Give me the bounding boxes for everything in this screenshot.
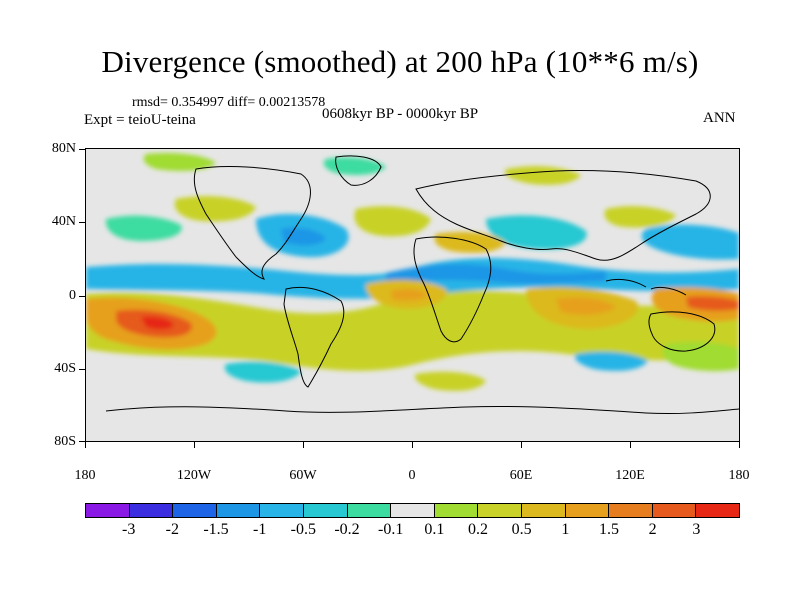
lon-tick-120e bbox=[630, 442, 631, 448]
contour-neg-north-pacific bbox=[105, 215, 182, 241]
colorbar-label-2: -1.5 bbox=[203, 521, 229, 538]
contour-pos-australia-south bbox=[662, 341, 739, 372]
lat-label-40n: 40N bbox=[51, 214, 76, 229]
lon-tick-120w bbox=[194, 442, 195, 448]
contour-pos-atlantic-core bbox=[391, 288, 428, 301]
map-field bbox=[86, 149, 739, 441]
coastlines bbox=[105, 155, 739, 415]
colorbar-label-10: 1 bbox=[561, 521, 570, 538]
colorbar-box-14 bbox=[696, 504, 739, 517]
contour-pos-east-pacific-peak bbox=[141, 316, 174, 330]
colorbar-label-5: -0.2 bbox=[334, 521, 360, 538]
colorbar-label-11: 1.5 bbox=[599, 521, 619, 538]
lon-tick-60w bbox=[303, 442, 304, 448]
lat-label-80s: 80S bbox=[54, 434, 76, 449]
lon-label-180e: 180 bbox=[728, 468, 750, 483]
colorbar-label-3: -1 bbox=[252, 521, 267, 538]
colorbar-box-10 bbox=[521, 504, 566, 517]
lon-tick-180e bbox=[739, 442, 740, 448]
lon-label-60e: 60E bbox=[509, 468, 533, 483]
contour-neg-south-pacific bbox=[224, 361, 301, 383]
colorbar-label-12: 2 bbox=[648, 521, 657, 538]
lat-label-0: 0 bbox=[69, 288, 76, 303]
lat-tick-40n bbox=[79, 222, 85, 223]
divergence-map bbox=[85, 148, 740, 442]
contour-neg-greenland bbox=[323, 157, 386, 175]
coastline-australia bbox=[648, 311, 716, 352]
colorbar-box-6 bbox=[347, 504, 392, 517]
lon-label-120e: 120E bbox=[615, 468, 645, 483]
contour-pos-japan bbox=[604, 206, 676, 228]
lat-tick-80n bbox=[79, 149, 85, 150]
colorbar-box-9 bbox=[478, 504, 522, 517]
colorbar-label-6: -0.1 bbox=[377, 521, 404, 538]
lon-label-60w: 60W bbox=[289, 468, 317, 483]
lon-label-0: 0 bbox=[408, 468, 416, 483]
colorbar-box-1 bbox=[129, 504, 174, 517]
contour-neg-west-pacific bbox=[641, 224, 739, 260]
colorbar-label-0: -3 bbox=[121, 521, 136, 538]
colorbar-box-8 bbox=[434, 504, 479, 517]
contour-pos-pacific-north bbox=[174, 196, 256, 222]
colorbar-label-8: 0.2 bbox=[468, 521, 488, 538]
colorbar-box-12 bbox=[609, 504, 653, 517]
lat-label-40s: 40S bbox=[54, 361, 76, 376]
coastline-africa bbox=[413, 236, 492, 343]
coastline-greenland bbox=[335, 155, 382, 186]
lon-tick-0 bbox=[412, 442, 413, 448]
plot-title: Divergence (smoothed) at 200 hPa (10**6 … bbox=[101, 44, 699, 79]
colorbar-box-2 bbox=[173, 504, 217, 517]
colorbar-box-4 bbox=[260, 504, 304, 517]
coastline-antarctica bbox=[105, 405, 739, 415]
contour-pos-atlantic-north bbox=[354, 206, 431, 237]
colorbar-box-13 bbox=[652, 504, 697, 517]
contour-pos-west-pacific-core bbox=[686, 296, 739, 311]
contour-neg-equatorial-core bbox=[386, 264, 606, 284]
lon-label-120w: 120W bbox=[176, 468, 212, 483]
contour-pos-mediterranean bbox=[434, 231, 506, 253]
colorbar-box-3 bbox=[216, 504, 261, 517]
lat-tick-80s bbox=[79, 441, 85, 442]
coastline-indonesia bbox=[605, 278, 687, 296]
contour-neg-south-indian bbox=[574, 351, 648, 371]
colorbar-label-1: -2 bbox=[165, 521, 179, 538]
coastline-south-america bbox=[283, 286, 345, 388]
period-label: 0608kyr BP - 0000kyr BP bbox=[322, 106, 479, 122]
colorbar-label-9: 0.5 bbox=[511, 521, 532, 538]
colorbar-box-11 bbox=[565, 504, 610, 517]
divergence-contours bbox=[86, 153, 739, 391]
stats-text: rmsd= 0.354997 diff= 0.00213578 bbox=[132, 95, 326, 110]
contour-pos-indian-ocean-core bbox=[556, 297, 616, 315]
contour-neg-asia bbox=[486, 215, 587, 250]
colorbar-box-5 bbox=[303, 504, 348, 517]
coastline-north-america bbox=[193, 166, 311, 280]
coastline-eurasia bbox=[415, 170, 711, 261]
lon-tick-60e bbox=[521, 442, 522, 448]
colorbar-label-13: 3 bbox=[692, 521, 701, 538]
lat-label-80n: 80N bbox=[51, 141, 76, 156]
contour-pos-south-atlantic bbox=[414, 371, 486, 391]
colorbar-box-7 bbox=[391, 504, 435, 517]
lat-tick-40s bbox=[79, 369, 85, 370]
season-label: ANN bbox=[703, 110, 736, 126]
colorbar-box-0 bbox=[86, 504, 130, 517]
colorbar-label-4: -0.5 bbox=[290, 521, 316, 538]
colorbar bbox=[85, 503, 740, 518]
lat-tick-0 bbox=[79, 296, 85, 297]
lon-label-180w: 180 bbox=[74, 468, 96, 483]
contour-pos-arctic bbox=[143, 153, 216, 171]
experiment-label: Expt = teioU-teina bbox=[84, 112, 196, 128]
lon-tick-180w bbox=[85, 442, 86, 448]
colorbar-label-7: 0.1 bbox=[424, 521, 445, 538]
